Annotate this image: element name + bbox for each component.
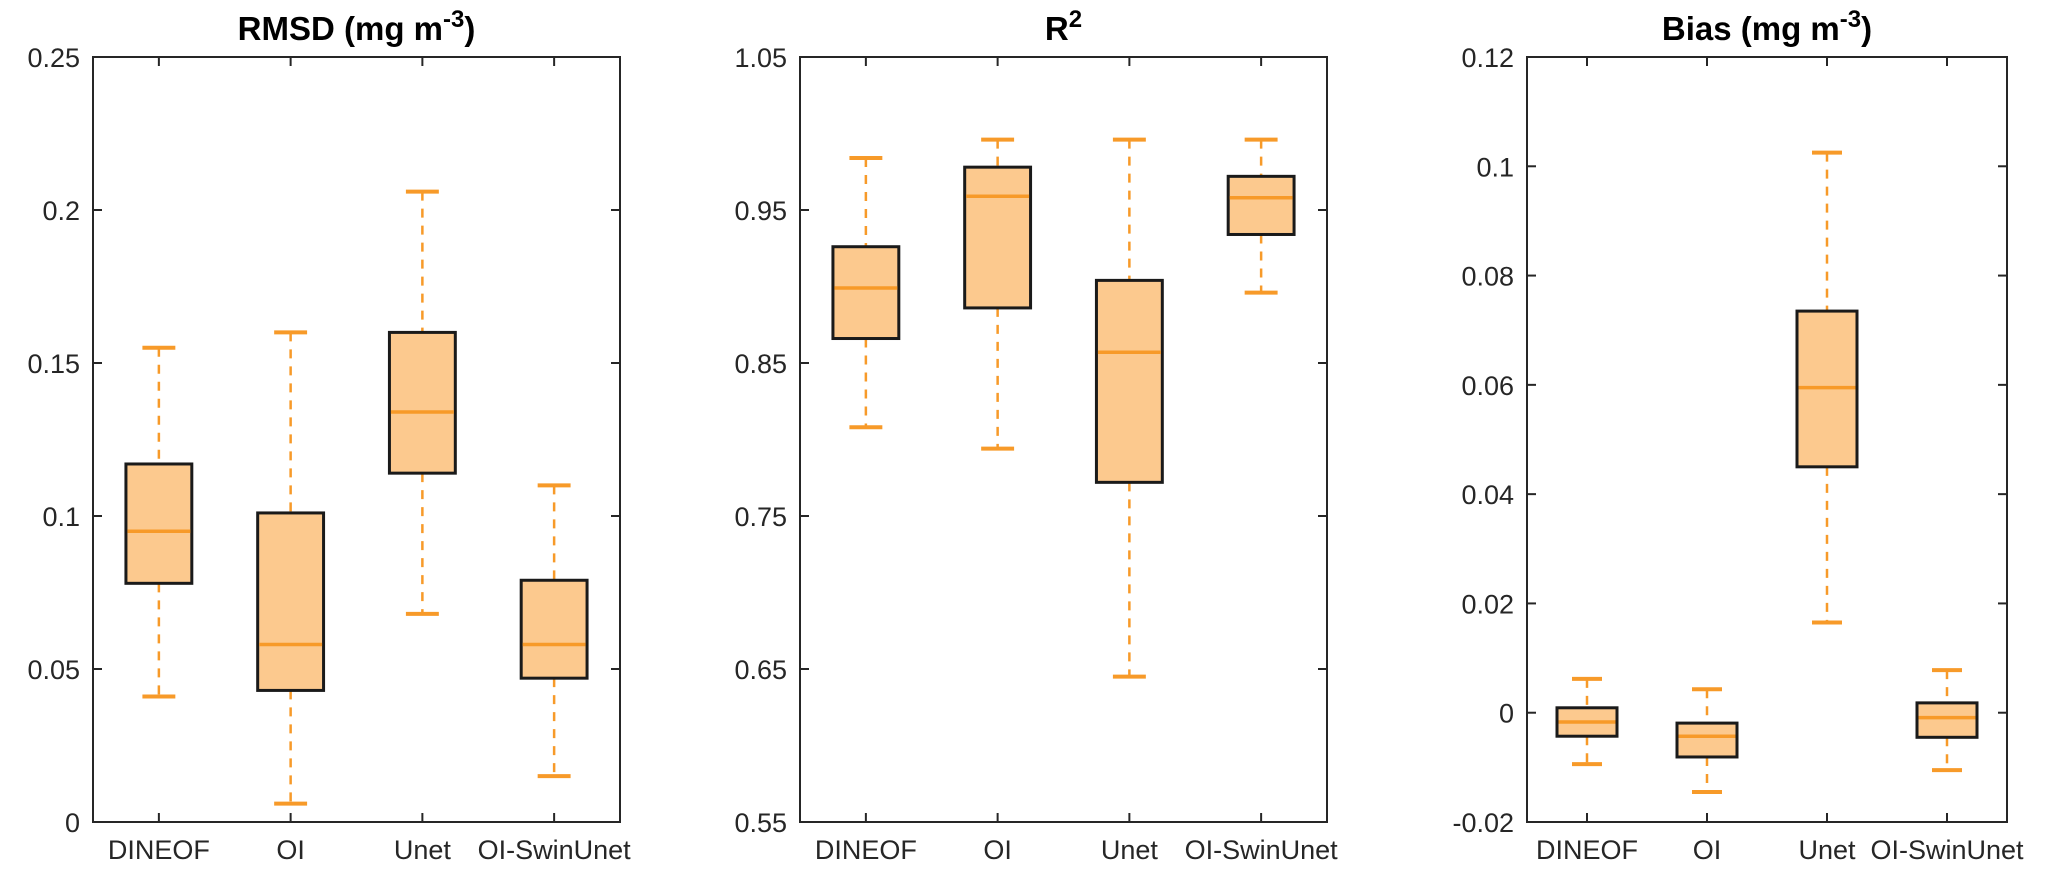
y-tick-label: 0.95: [734, 196, 787, 226]
box-rect: [519, 578, 589, 680]
panel-title: R2: [1045, 6, 1082, 47]
y-tick-label: 0.25: [27, 43, 80, 73]
panel-title: Bias (mg m-3): [1662, 6, 1872, 47]
box-rect: [1675, 721, 1739, 759]
x-tick-label-oi: OI: [983, 835, 1012, 865]
x-tick-label-oi: OI: [276, 835, 305, 865]
y-tick-label: 0.05: [27, 655, 80, 685]
panel-bias: -0.02 0 0.02 0.04 0.06 0.08 0.1 0.12 DINEOF OI Une…: [1452, 6, 2024, 865]
y-tick-label: 0.15: [27, 349, 80, 379]
x-tick-label-dineof: DINEOF: [815, 835, 917, 865]
axes-frame: [1526, 56, 2008, 823]
axes-frame: [92, 56, 621, 823]
y-tick-label: 0: [65, 808, 80, 838]
boxplot-oi: [963, 137, 1033, 451]
box-rect: [831, 245, 901, 341]
boxplot-unet: [1094, 137, 1164, 679]
boxplot-unet: [387, 189, 457, 616]
box-rect: [1915, 701, 1979, 739]
boxplot-oi-swinunet: [1226, 137, 1296, 295]
box-rect: [387, 330, 457, 475]
x-tick-label-dineof: DINEOF: [108, 835, 210, 865]
y-tick-label: 0.85: [734, 349, 787, 379]
y-tick-label: 0.08: [1461, 262, 1514, 292]
axes-frame: [799, 56, 1328, 823]
y-tick-label: 0.04: [1461, 480, 1514, 510]
y-tick-label: 0.12: [1461, 43, 1514, 73]
y-tick-label: 0.75: [734, 502, 787, 532]
x-tick-label-oi-swinunet: OI-SwinUnet: [1870, 835, 2024, 865]
box-rect: [963, 165, 1033, 310]
boxplot-oi-swinunet: [1915, 668, 1979, 773]
y-tick-label: 0.1: [42, 502, 80, 532]
box-rect: [1094, 278, 1164, 484]
boxplot-oi-swinunet: [519, 483, 589, 779]
y-tick-label: 1.05: [734, 43, 787, 73]
y-tick-label: 0.1: [1476, 152, 1514, 182]
x-tick-label-oi-swinunet: OI-SwinUnet: [1185, 835, 1339, 865]
boxplot-dineof: [831, 155, 901, 430]
x-tick-label-unet: Unet: [394, 835, 452, 865]
y-tick-label: 0.65: [734, 655, 787, 685]
boxplot-oi: [256, 330, 326, 806]
panel-r2: 0.55 0.65 0.75 0.85 0.95 1.05 DINEOF OI Unet OI-S…: [734, 6, 1338, 865]
y-tick-label: -0.02: [1452, 808, 1514, 838]
x-tick-label-unet: Unet: [1798, 835, 1856, 865]
box-rect: [256, 511, 326, 692]
panel-title: RMSD (mg m-3): [238, 6, 476, 47]
x-tick-label-oi-swinunet: OI-SwinUnet: [478, 835, 632, 865]
y-tick-label: 0.2: [42, 196, 80, 226]
y-tick-label: 0.02: [1461, 589, 1514, 619]
box-rect: [124, 462, 194, 585]
x-tick-label-oi: OI: [1693, 835, 1722, 865]
boxplot-dineof: [1555, 676, 1619, 767]
boxplot-unet: [1795, 150, 1859, 625]
boxplot-oi: [1675, 687, 1739, 794]
x-tick-label-dineof: DINEOF: [1536, 835, 1638, 865]
panel-rmsd: 0 0.05 0.1 0.15 0.2 0.25 DINEOF OI Unet OI-SwinUn…: [27, 6, 631, 865]
y-tick-label: 0.06: [1461, 371, 1514, 401]
box-rect: [1226, 174, 1296, 236]
y-tick-label: 0: [1499, 699, 1514, 729]
y-tick-label: 0.55: [734, 808, 787, 838]
x-tick-label-unet: Unet: [1101, 835, 1159, 865]
boxplot-dineof: [124, 345, 194, 699]
